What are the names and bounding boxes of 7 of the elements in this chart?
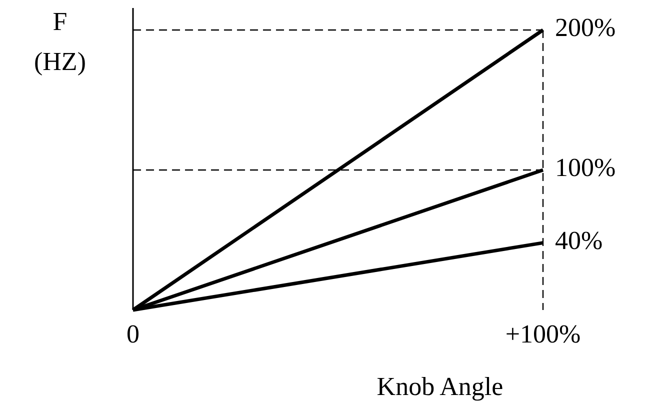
- x-tick-label: +100%: [505, 319, 581, 348]
- x-tick-label: 0: [126, 319, 140, 348]
- series-label: 100%: [555, 152, 616, 182]
- y-axis-title: F (HZ): [34, 7, 86, 76]
- series-label: 40%: [555, 226, 603, 255]
- x-axis-title: Knob Angle: [376, 372, 504, 401]
- series-label: 200%: [555, 12, 616, 42]
